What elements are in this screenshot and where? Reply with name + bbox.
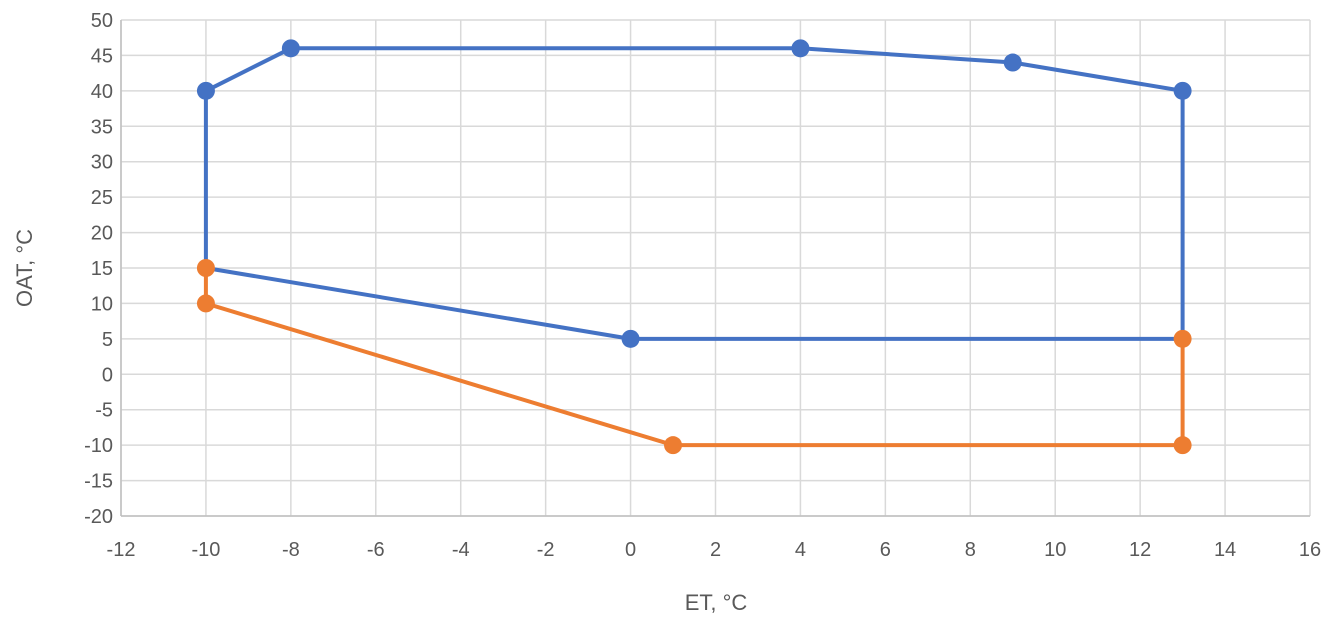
x-tick-label: 4 [795, 539, 806, 561]
y-axis-title: OAT, °C [12, 229, 37, 307]
y-tick-label: 15 [91, 258, 113, 280]
y-tick-label: -15 [84, 471, 113, 493]
series-1-point [621, 329, 640, 348]
y-tick-label: -5 [95, 400, 113, 422]
y-tick-label: 25 [91, 187, 113, 209]
x-tick-label: -8 [282, 539, 300, 561]
x-tick-label: -12 [107, 539, 136, 561]
x-tick-label: 0 [625, 539, 636, 561]
grid [120, 19, 1311, 517]
y-tick-label: 0 [102, 364, 113, 386]
x-tick-label: -4 [452, 539, 470, 561]
series-1-point [196, 81, 215, 100]
y-tick-label: 45 [91, 45, 113, 67]
y-tick-label: 50 [91, 10, 113, 32]
y-tick-label: 20 [91, 223, 113, 245]
x-tick-label: 8 [965, 539, 976, 561]
y-tick-label: 40 [91, 81, 113, 103]
x-tick-label: -6 [367, 539, 385, 561]
x-tick-label: 6 [880, 539, 891, 561]
y-tick-label: 30 [91, 152, 113, 174]
x-tick-label: 14 [1214, 539, 1236, 561]
series-1-point [281, 39, 300, 58]
series-1-point [1173, 81, 1192, 100]
series-2-point [664, 436, 683, 455]
x-tick-label: 16 [1299, 539, 1321, 561]
x-tick-label: -10 [191, 539, 220, 561]
series-2-line [203, 266, 1185, 448]
y-tick-label: -20 [84, 506, 113, 528]
x-axis-title: ET, °C [685, 590, 748, 615]
y-tick-label: 10 [91, 293, 113, 315]
series-2-point [1173, 329, 1192, 348]
series-2-point [1173, 436, 1192, 455]
series-1-line [203, 46, 1185, 341]
x-tick-label: 12 [1129, 539, 1151, 561]
y-tick-label: 5 [102, 329, 113, 351]
y-tick-label: 35 [91, 116, 113, 138]
tick-labels: -12 -10 -8 -6 -4 -2 0 2 4 6 8 10 12 14 165045403530252… [84, 10, 1321, 561]
series-1-point [791, 39, 810, 58]
series-layer [196, 39, 1192, 455]
y-tick-label: -10 [84, 435, 113, 457]
series-1-point [1003, 53, 1022, 72]
x-tick-label: 10 [1044, 539, 1066, 561]
series-2-point [196, 259, 215, 277]
x-tick-label: 2 [710, 539, 721, 561]
series-2-point [196, 294, 215, 313]
x-tick-label: -2 [537, 539, 555, 561]
